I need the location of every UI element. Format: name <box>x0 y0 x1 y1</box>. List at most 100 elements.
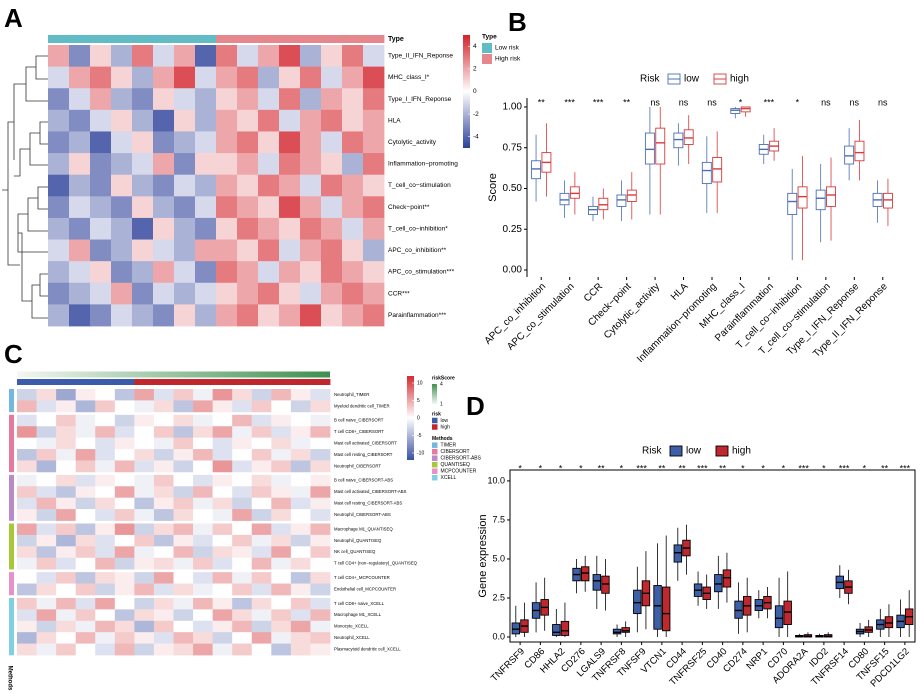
legend-label: Low risk <box>495 45 520 52</box>
color-bar-label: 5 <box>417 398 420 404</box>
heatmap-cell <box>17 400 37 413</box>
heatmap-cell <box>290 546 311 559</box>
legend-label: CIBERSORT-ABS <box>441 456 482 462</box>
heatmap-cell <box>212 534 233 547</box>
heatmap-cell <box>153 486 174 499</box>
box <box>754 599 764 611</box>
color-bar-label: 10 <box>417 380 423 386</box>
heatmap-cell <box>193 426 214 439</box>
heatmap-cell <box>153 557 174 570</box>
heatmap-cell <box>132 131 154 154</box>
box <box>683 129 694 145</box>
heatmap-cell <box>75 414 96 427</box>
heatmap-cell <box>193 437 214 450</box>
column-annotation <box>111 35 133 43</box>
heatmap-cell <box>75 597 96 610</box>
heatmap-cell <box>36 389 57 401</box>
heatmap-cell <box>251 632 272 644</box>
heatmap-cell <box>36 620 57 633</box>
heatmap-cell <box>114 609 135 622</box>
heatmap-cell <box>173 609 194 622</box>
significance: ns <box>707 97 717 107</box>
heatmap-cell <box>290 609 311 622</box>
heatmap-cell <box>95 632 116 644</box>
box <box>712 157 723 183</box>
heatmap-cell <box>69 239 91 262</box>
heatmap-cell <box>75 460 96 473</box>
column-annotation <box>153 379 174 385</box>
heatmap-cell <box>132 109 154 132</box>
column-annotation <box>69 35 91 43</box>
heatmap-cell <box>69 45 91 68</box>
heatmap-cell <box>271 572 292 584</box>
row-label: Macrophage M1_XCELL <box>334 612 382 617</box>
row-label: APC_co_inhibition** <box>388 247 447 254</box>
heatmap-cell <box>111 66 133 89</box>
heatmap-cell <box>173 632 194 644</box>
heatmap-cell <box>258 261 280 284</box>
heatmap-cell <box>232 643 253 656</box>
heatmap-cell <box>56 597 77 610</box>
heatmap-cell <box>17 609 37 622</box>
heatmap-cell <box>36 474 57 487</box>
heatmap-cell <box>111 174 133 197</box>
heatmap-cell <box>114 546 135 559</box>
column-annotation <box>363 35 385 43</box>
heatmap-cell <box>290 509 311 521</box>
heatmap-cell <box>17 583 37 596</box>
column-annotation <box>36 379 57 385</box>
heatmap-cell <box>290 474 311 487</box>
heatmap-cell <box>134 597 155 610</box>
heatmap-cell <box>69 66 91 89</box>
heatmap-cell <box>195 196 217 219</box>
heatmap-cell <box>363 261 385 284</box>
row-annotation <box>9 449 14 461</box>
box <box>774 605 784 629</box>
heatmap-cell <box>17 449 37 461</box>
row-annotation <box>9 509 14 521</box>
heatmap-cell <box>251 449 272 461</box>
heatmap-cell <box>279 217 301 240</box>
heatmap-cell <box>300 153 322 176</box>
heatmap-cell <box>153 196 175 219</box>
legend-title: riskScore <box>432 375 455 381</box>
heatmap-cell <box>212 523 233 536</box>
heatmap-cell <box>237 261 259 284</box>
row-label: B cell naive_CIBERSORT <box>334 418 384 423</box>
heatmap-cell <box>232 546 253 559</box>
heatmap-cell <box>95 523 116 536</box>
heatmap-cell <box>271 509 292 521</box>
heatmap-cell <box>300 196 322 219</box>
significance: * <box>739 97 743 107</box>
heatmap-cell <box>69 88 91 111</box>
heatmap-cell <box>216 45 238 68</box>
heatmap-cell <box>134 572 155 584</box>
heatmap-cell <box>153 131 175 154</box>
heatmap-cell <box>48 304 70 327</box>
legend-label: high <box>732 446 751 457</box>
box <box>653 585 662 630</box>
heatmap-cell <box>232 389 253 401</box>
heatmap-cell <box>114 497 135 510</box>
row-label: Type_II_IFN_Reponse <box>388 53 453 60</box>
heatmap-cell <box>271 546 292 559</box>
row-label: B cell naive_CIBERSORT-ABS <box>334 478 393 483</box>
heatmap-cell <box>258 88 280 111</box>
significance: ** <box>598 463 606 473</box>
heatmap-cell <box>251 389 272 401</box>
heatmap-cell <box>290 632 311 644</box>
row-annotation <box>9 523 14 536</box>
column-annotation <box>258 35 280 43</box>
heatmap-cell <box>174 304 196 327</box>
heatmap-cell <box>90 131 112 154</box>
heatmap-cell <box>95 609 116 622</box>
heatmap-cell <box>212 389 233 401</box>
legend-label: low <box>686 446 702 457</box>
legend-swatch <box>715 445 729 457</box>
heatmap-cell <box>114 460 135 473</box>
heatmap-cell <box>153 282 175 305</box>
heatmap-cell <box>90 174 112 197</box>
heatmap-cell <box>173 572 194 584</box>
heatmap-cell <box>251 557 272 570</box>
heatmap-cell <box>216 282 238 305</box>
